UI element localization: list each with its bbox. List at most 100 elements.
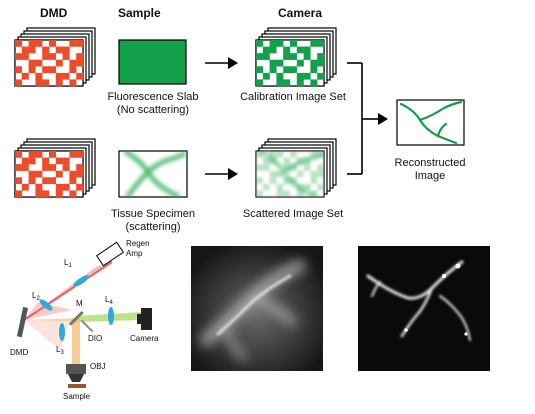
pattern-cell — [28, 151, 36, 158]
pattern-cell — [21, 157, 29, 165]
pattern-cell — [69, 190, 77, 198]
pattern-cell — [49, 164, 56, 171]
pattern-cell — [28, 66, 36, 74]
pattern-cell — [15, 177, 22, 185]
pattern-cell — [303, 53, 311, 60]
dmd-pattern — [14, 150, 84, 198]
pattern-cell — [49, 66, 56, 74]
pattern-cell — [256, 190, 263, 197]
lens-l1 — [73, 275, 89, 287]
no-scattering-label: (No scattering) — [116, 104, 190, 117]
fluorescence-slab-caption: Fluorescence Slab (No scattering) — [96, 91, 210, 117]
pattern-cell — [317, 59, 325, 67]
lens-l4-letter: L — [105, 295, 110, 304]
pattern-cell — [256, 177, 263, 185]
sample-header: Sample — [118, 6, 161, 20]
pattern-cell — [269, 66, 277, 74]
pattern-cell — [21, 46, 29, 54]
pattern-cell — [42, 164, 50, 171]
pattern-cell — [76, 53, 84, 60]
pattern-cell — [35, 151, 43, 158]
pattern-cell — [283, 79, 291, 87]
pattern-cell — [76, 40, 84, 47]
pattern-cell — [21, 164, 29, 171]
dmd-pattern-stack-bottom — [14, 138, 96, 198]
pattern-cell — [49, 177, 56, 185]
pattern-cell — [256, 53, 263, 60]
pattern-cell — [269, 59, 277, 67]
pattern-cell — [42, 79, 50, 87]
pattern-cell — [296, 79, 304, 87]
lens-l1-label: L1 — [64, 258, 72, 270]
pattern-cell — [303, 46, 311, 54]
pattern-cell — [76, 72, 84, 80]
objective-obj — [66, 364, 86, 374]
pattern-cell — [262, 46, 270, 54]
pattern-cell — [303, 72, 311, 80]
pattern-cell — [49, 53, 56, 60]
pattern-cell — [15, 79, 22, 87]
pattern-cell — [35, 170, 43, 178]
pattern-cell — [55, 59, 63, 67]
scattered-image-stack — [255, 138, 337, 198]
pattern-cell — [76, 164, 84, 171]
pattern-cell — [276, 190, 284, 197]
pattern-cell — [55, 183, 63, 191]
pattern-cell — [49, 151, 56, 158]
pattern-cell — [269, 40, 277, 47]
pattern-cell — [62, 72, 70, 80]
pattern-cell — [15, 40, 22, 47]
pattern-cell — [35, 59, 43, 67]
pattern-cell — [283, 66, 291, 74]
pattern-cell — [55, 170, 63, 178]
pattern-cell — [310, 190, 318, 197]
pattern-cell — [310, 170, 318, 178]
pattern-cell — [276, 151, 284, 158]
pattern-cell — [21, 53, 29, 60]
arrow-right-icon — [378, 113, 388, 125]
lens-l4-label: L4 — [105, 295, 113, 307]
pattern-cell — [303, 183, 311, 191]
pattern-cell — [21, 183, 29, 191]
pattern-cell — [35, 79, 43, 87]
lens-l1-letter: L — [64, 258, 69, 267]
lens-l3-label: L3 — [56, 345, 64, 357]
pattern-cell — [262, 183, 270, 191]
pattern-cell — [69, 170, 77, 178]
dmd-pattern — [14, 39, 84, 87]
pattern-cell — [262, 164, 270, 171]
pattern-cell — [76, 151, 84, 158]
pattern-cell — [28, 59, 36, 67]
lens-l4-subscript: 4 — [109, 300, 113, 306]
pattern-cell — [283, 46, 291, 54]
pattern-cell — [317, 183, 324, 191]
pattern-cell — [76, 59, 84, 67]
pattern-cell — [35, 72, 43, 80]
pattern-cell — [28, 40, 36, 47]
pattern-cell — [317, 164, 324, 171]
dmd-label: DMD — [10, 348, 29, 357]
pattern-cell — [28, 157, 36, 165]
calibration-image-stack — [255, 27, 337, 87]
pattern-cell — [69, 66, 77, 74]
pattern-cell — [310, 177, 318, 185]
pattern-cell — [69, 177, 77, 185]
pattern-cell — [55, 190, 63, 198]
pattern-cell — [35, 40, 43, 47]
mirror-m — [68, 310, 84, 326]
pattern-cell — [276, 40, 284, 47]
pattern-cell — [42, 190, 50, 198]
pattern-cell — [310, 66, 318, 74]
obj-label: OBJ — [90, 362, 106, 371]
sample-label: Sample — [63, 392, 91, 401]
pattern-cell — [269, 46, 277, 54]
pattern-cell — [15, 151, 22, 158]
pattern-cell — [35, 183, 43, 191]
fluorescence-slab-label: Fluorescence Slab — [107, 91, 199, 103]
tissue-specimen-caption: Tissue Specimen (scattering) — [96, 208, 210, 234]
pattern-cell — [296, 190, 304, 197]
pattern-cell — [55, 72, 63, 80]
pattern-cell — [256, 164, 263, 171]
regen-amp-label: Regen Amp — [126, 239, 150, 258]
